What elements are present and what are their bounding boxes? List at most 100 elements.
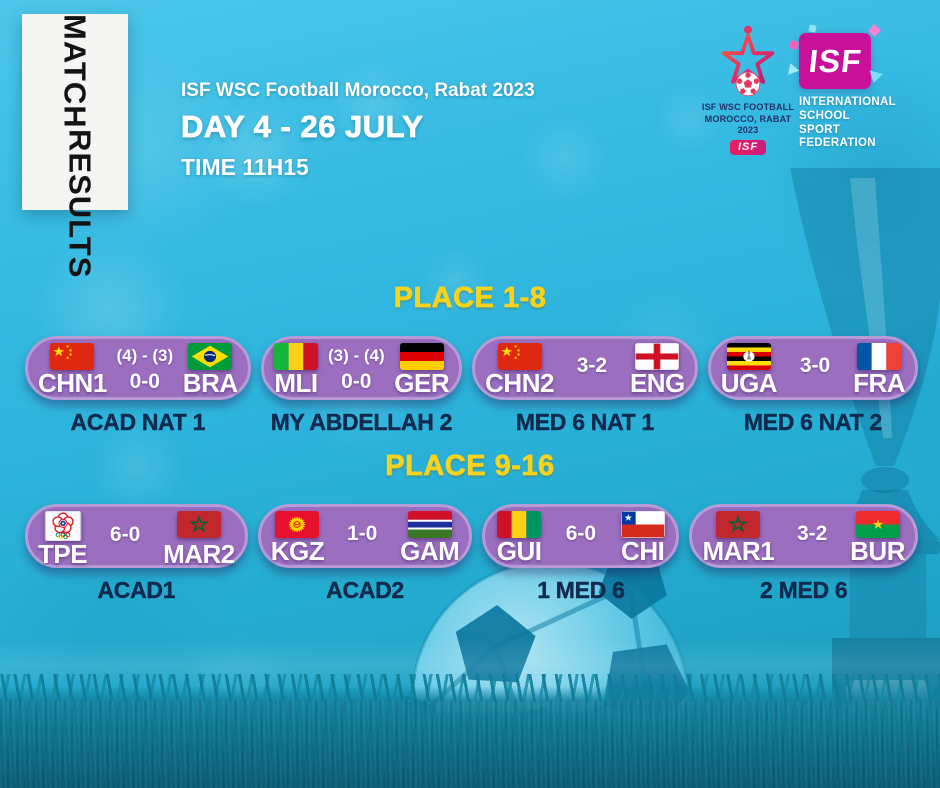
penalties-text: (4) - (3)	[116, 345, 174, 365]
score-column: (4) - (3) 0-0	[107, 339, 183, 401]
home-team: TPE	[38, 507, 88, 572]
section-place-1-8: PLACE 1-8 CHN1 (4) - (3) 0-0 BRA ACAD NAT 1 ML…	[0, 282, 940, 436]
score-column: 6-0	[87, 507, 163, 572]
flag-germany-icon	[399, 342, 444, 370]
isf-acronym: ISF	[806, 42, 864, 79]
away-team: BRA	[183, 339, 238, 401]
flag-uganda-icon	[726, 342, 771, 370]
score-column: 6-0	[543, 507, 619, 569]
isf-logo-line1: INTERNATIONAL	[799, 96, 896, 108]
match-card: GUI 6-0 CHI	[482, 503, 680, 569]
venue-label: MY ABDELLAH 2	[270, 408, 453, 435]
home-team-code: CHN1	[38, 367, 107, 398]
away-team: GER	[394, 339, 450, 401]
match-row: TPE 6-0 MAR2 ACAD1 KGZ 1-0 GAM ACAD2 GUI 6-0 CHI 1 …	[25, 503, 918, 604]
home-team-code: UGA	[720, 367, 778, 398]
wsc-logo-line2: MOROCCO, RABAT 2023	[704, 113, 792, 136]
wsc-star-icon	[697, 24, 799, 102]
flag-morocco-icon	[716, 510, 761, 538]
match-card: CHN1 (4) - (3) 0-0 BRA	[25, 335, 251, 401]
section-title: PLACE 1-8	[393, 282, 547, 314]
match-card: CHN2 3-2 ENG	[472, 335, 698, 401]
flag-mali-icon	[273, 342, 318, 370]
bokeh-light	[200, 100, 310, 210]
venue-label: 1 MED 6	[537, 576, 625, 603]
match-card: KGZ 1-0 GAM	[257, 503, 473, 569]
home-team-code: CHN2	[485, 367, 554, 398]
match: GUI 6-0 CHI 1 MED 6	[482, 503, 680, 604]
away-team: BUR	[850, 507, 905, 569]
isf-bubble-icon: ISF	[784, 24, 884, 89]
score-text: 3-2	[796, 521, 828, 545]
confetti-icon	[866, 70, 884, 85]
match: MLI (3) - (4) 0-0 GER MY ABDELLAH 2	[260, 335, 463, 436]
away-team: FRA	[853, 339, 905, 401]
score-column: 3-0	[777, 339, 853, 401]
away-team-code: GER	[394, 367, 450, 398]
confetti-icon	[808, 24, 817, 33]
away-team: ENG	[630, 339, 685, 401]
flag-chinese-taipei-icon	[44, 510, 82, 541]
section-place-9-16: PLACE 9-16 TPE 6-0 MAR2 ACAD1 KGZ 1-0 GAM ACAD2 G…	[0, 450, 940, 604]
away-team: GAM	[400, 507, 460, 569]
badge-word-results: RESULTS	[62, 128, 98, 279]
away-team-code: GAM	[400, 535, 460, 566]
away-team: MAR2	[163, 507, 235, 572]
home-team-code: MAR1	[702, 535, 775, 566]
match: MAR1 3-2 BUR 2 MED 6	[689, 503, 918, 604]
score-text: 0-0	[129, 369, 160, 393]
flag-kyrgyzstan-icon	[275, 510, 320, 538]
bokeh-light	[90, 420, 185, 515]
penalties-text: (3) - (4)	[327, 345, 385, 365]
score-text: 3-0	[799, 353, 831, 377]
home-team: MLI	[273, 339, 319, 401]
flag-brazil-icon	[188, 342, 233, 370]
venue-label: ACAD NAT 1	[70, 408, 206, 435]
isf-logo-line2: SCHOOL SPORT	[799, 109, 850, 136]
away-team-code: MAR2	[163, 538, 235, 569]
header: ISF WSC Football Morocco, Rabat 2023 DAY…	[181, 80, 535, 181]
home-team-code: GUI	[496, 535, 542, 566]
score-column: 3-2	[774, 507, 850, 569]
away-team-code: BUR	[850, 535, 905, 566]
home-team: KGZ	[270, 507, 325, 569]
bokeh-light	[520, 115, 610, 205]
venue-label: ACAD2	[326, 576, 404, 603]
score-column: (3) - (4) 0-0	[318, 339, 394, 401]
score-text: 6-0	[565, 521, 597, 545]
match: TPE 6-0 MAR2 ACAD1	[25, 503, 248, 604]
score-text: 3-2	[576, 353, 608, 377]
match-results-text: MATCH RESULTS	[55, 14, 98, 278]
bokeh-light	[330, 60, 415, 145]
score-column: 1-0	[324, 507, 400, 569]
home-team: MAR1	[702, 507, 775, 569]
section-title: PLACE 9-16	[385, 450, 555, 482]
wsc-logo-line1: ISF WSC FOOTBALL	[701, 102, 795, 112]
match-card: UGA 3-0 FRA	[707, 335, 918, 401]
away-team-code: BRA	[182, 367, 238, 398]
score-column: 3-2	[554, 339, 630, 401]
away-team-code: ENG	[629, 367, 685, 398]
venue-label: MED 6 NAT 1	[515, 408, 655, 435]
bokeh-light	[760, 50, 940, 290]
bokeh-light	[420, 245, 490, 315]
flag-china-icon	[497, 342, 542, 370]
match: CHN1 (4) - (3) 0-0 BRA ACAD NAT 1	[25, 335, 251, 436]
flag-burkina-faso-icon	[855, 510, 900, 538]
event-subtitle: ISF WSC Football Morocco, Rabat 2023	[181, 80, 535, 101]
away-team-code: FRA	[853, 367, 905, 398]
flag-england-icon	[635, 342, 680, 370]
wsc-tournament-logo: ISF WSC FOOTBALL MOROCCO, RABAT 2023 ISF	[697, 24, 799, 156]
isf-logo-wordmark: INTERNATIONAL SCHOOL SPORT FEDERATION	[799, 96, 896, 151]
flag-chile-icon	[620, 510, 665, 538]
away-team: CHI	[619, 507, 667, 569]
home-team-code: KGZ	[270, 535, 325, 566]
flag-morocco-icon	[176, 510, 221, 538]
score-text: 0-0	[341, 369, 372, 393]
venue-label: ACAD1	[97, 576, 176, 603]
match-card: MLI (3) - (4) 0-0 GER	[260, 335, 463, 401]
time-label: TIME 11H15	[181, 154, 309, 180]
home-team: UGA	[720, 339, 778, 401]
home-team-code: MLI	[274, 367, 318, 398]
